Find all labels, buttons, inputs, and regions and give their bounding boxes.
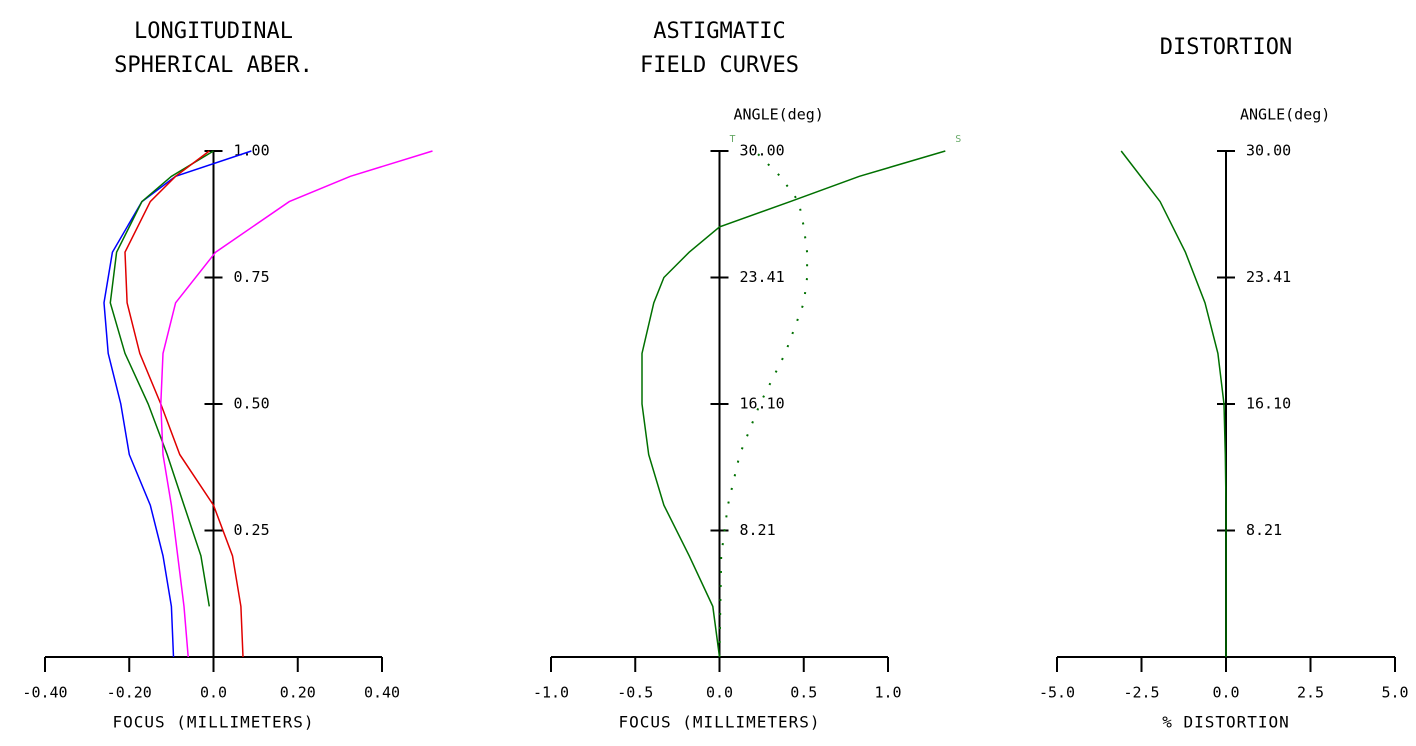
- x-axis-label: % DISTORTION: [1162, 713, 1290, 732]
- x-tick-label: 0.0: [706, 684, 733, 702]
- series-name: S: [955, 134, 961, 145]
- y-tick-label: 16.10: [1246, 395, 1291, 413]
- chart-title: DISTORTION: [1160, 35, 1292, 60]
- y-axis-label: ANGLE(deg): [1240, 106, 1330, 124]
- series-line: [160, 150, 433, 658]
- x-tick-label: -0.20: [107, 684, 152, 702]
- chart-title: FIELD CURVES: [640, 53, 799, 78]
- y-tick-label: 30.00: [740, 142, 785, 160]
- y-tick-label: 30.00: [1246, 142, 1291, 160]
- x-tick-label: 0.0: [1212, 684, 1239, 702]
- x-tick-label: 1.0: [874, 684, 901, 702]
- x-tick-label: -0.5: [617, 684, 653, 702]
- y-tick-label: 16.10: [740, 395, 785, 413]
- chart-title: ASTIGMATIC: [653, 19, 785, 44]
- y-tick-label: 1.00: [234, 142, 270, 160]
- y-tick-label: 8.21: [1246, 521, 1282, 539]
- y-tick-label: 23.41: [1246, 268, 1291, 286]
- series-line: [103, 150, 252, 658]
- x-tick-label: 0.40: [364, 684, 400, 702]
- chart-title: SPHERICAL ABER.: [114, 53, 313, 78]
- series-line: [124, 150, 244, 658]
- series-line: [109, 150, 214, 607]
- x-tick-label: -5.0: [1039, 684, 1075, 702]
- x-tick-label: -2.5: [1123, 684, 1159, 702]
- y-tick-label: 8.21: [740, 521, 776, 539]
- x-tick-label: 0.5: [790, 684, 817, 702]
- series-line: [1120, 150, 1227, 657]
- x-tick-label: -0.40: [22, 684, 67, 702]
- y-tick-label: 23.41: [740, 268, 785, 286]
- series-name: T: [730, 134, 736, 145]
- x-tick-label: 2.5: [1297, 684, 1324, 702]
- x-tick-label: 0.20: [280, 684, 316, 702]
- chart-title: LONGITUDINAL: [134, 19, 293, 44]
- y-tick-label: 0.75: [234, 268, 270, 286]
- y-axis-label: ANGLE(deg): [734, 106, 824, 124]
- x-tick-label: 0.0: [200, 684, 227, 702]
- y-tick-label: 0.25: [234, 521, 270, 539]
- series-line: [641, 150, 946, 658]
- x-axis-label: FOCUS (MILLIMETERS): [618, 713, 820, 732]
- x-tick-label: -1.0: [533, 684, 569, 702]
- x-axis-label: FOCUS (MILLIMETERS): [112, 713, 314, 732]
- y-tick-label: 0.50: [234, 395, 270, 413]
- x-tick-label: 5.0: [1381, 684, 1408, 702]
